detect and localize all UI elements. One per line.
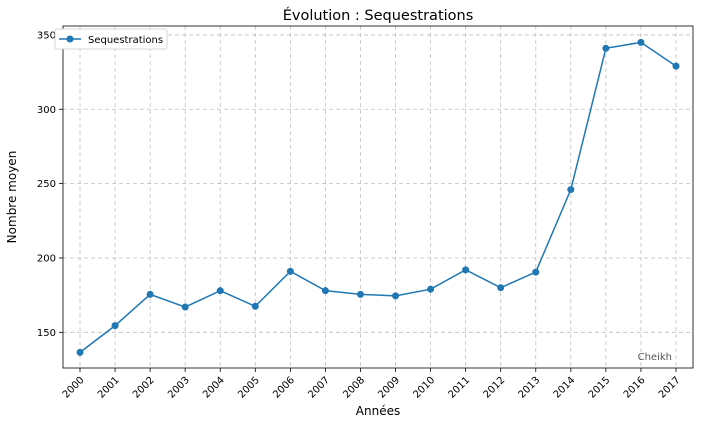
data-point (111, 322, 119, 330)
data-point (251, 302, 259, 310)
y-axis-label: Nombre moyen (5, 151, 19, 244)
legend-marker (66, 35, 74, 43)
grid (63, 26, 693, 368)
data-point (286, 267, 294, 275)
x-tick-label: 2007 (306, 375, 332, 401)
x-tick-label: 2015 (587, 375, 613, 401)
x-tick-label: 2003 (166, 375, 192, 401)
x-axis: 2000 2001 2002 2003 2004 2005 2006 2007 2008 2009… (61, 368, 683, 401)
x-tick-label: 2006 (271, 375, 297, 401)
y-tick-label: 250 (37, 179, 56, 190)
data-point (76, 348, 84, 356)
watermark-annotation: Cheikh (638, 352, 672, 363)
data-point (497, 284, 505, 292)
series-line (79, 41, 677, 353)
x-tick-label: 2011 (447, 375, 473, 401)
y-tick-label: 200 (37, 253, 56, 264)
data-point (146, 290, 154, 298)
series-layer (76, 38, 680, 356)
x-tick-label: 2012 (482, 375, 508, 401)
x-axis-label: Années (356, 404, 400, 418)
x-tick-label: 2010 (411, 375, 437, 401)
y-tick-label: 300 (37, 105, 56, 116)
y-tick-label: 350 (37, 30, 56, 41)
x-tick-label: 2017 (657, 375, 683, 401)
x-tick-label: 2000 (61, 375, 87, 401)
data-point (672, 62, 680, 70)
data-point (602, 44, 610, 52)
legend-box (54, 28, 168, 50)
x-tick-label: 2014 (552, 375, 578, 401)
y-tick-label: 150 (37, 328, 56, 339)
data-point (181, 303, 189, 311)
x-tick-label: 2005 (236, 375, 262, 401)
plot-frame (62, 25, 694, 369)
data-point (462, 266, 470, 274)
data-point (567, 186, 575, 194)
data-point (216, 287, 224, 295)
legend-label: Sequestrations (88, 35, 163, 46)
data-point (392, 292, 400, 300)
x-tick-label: 2013 (517, 375, 543, 401)
data-point (532, 268, 540, 276)
y-axis: 150 200 250 300 350 (37, 30, 63, 339)
x-tick-label: 2016 (622, 375, 648, 401)
x-tick-label: 2009 (376, 375, 402, 401)
data-point (321, 287, 329, 295)
data-point (637, 38, 645, 46)
x-tick-label: 2001 (96, 375, 122, 401)
x-tick-label: 2008 (341, 375, 367, 401)
x-tick-label: 2002 (131, 375, 157, 401)
data-point (356, 290, 364, 298)
x-tick-label: 2004 (201, 375, 227, 401)
chart-title: Évolution : Sequestrations (283, 7, 474, 24)
data-point (427, 285, 435, 293)
legend: Sequestrations (54, 28, 168, 50)
